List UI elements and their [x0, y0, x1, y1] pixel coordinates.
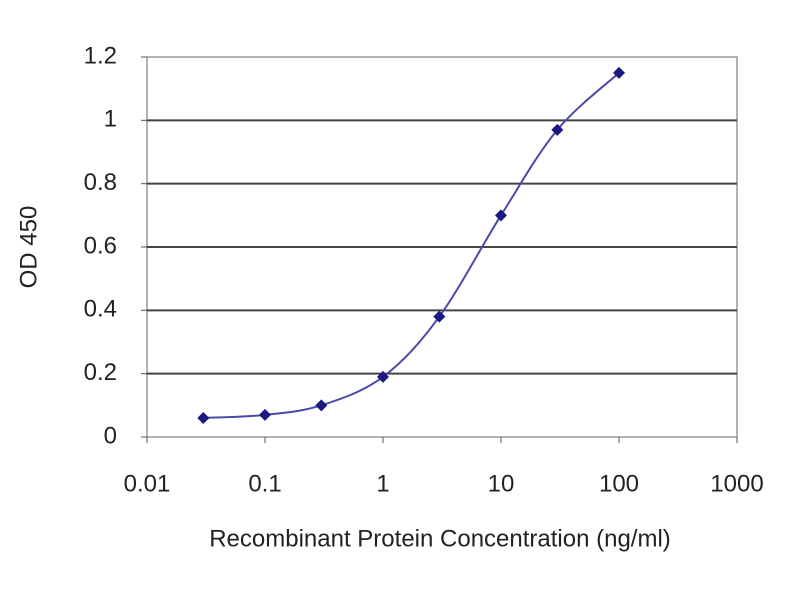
x-axis-label: Recombinant Protein Concentration (ng/ml… — [209, 525, 671, 552]
y-tick-label: 1 — [104, 106, 117, 133]
data-point — [495, 209, 507, 222]
data-point — [433, 310, 446, 323]
y-tick-label: 0 — [104, 422, 117, 449]
data-point — [377, 370, 389, 383]
x-tick-label: 1000 — [710, 470, 763, 497]
y-tick-label: 0.4 — [84, 296, 117, 323]
data-point — [551, 123, 564, 136]
x-tick-label: 1 — [376, 470, 389, 497]
y-axis-label: OD 450 — [15, 206, 42, 289]
data-point — [315, 399, 328, 412]
x-tick-label: 100 — [599, 470, 639, 497]
data-point — [259, 408, 271, 421]
y-tick-label: 0.8 — [84, 169, 117, 196]
x-tick-label: 0.01 — [124, 470, 171, 497]
y-tick-label: 1.2 — [84, 42, 117, 69]
y-tick-label: 0.6 — [84, 232, 117, 259]
x-tick-label: 10 — [488, 470, 515, 497]
y-tick-label: 0.2 — [84, 359, 117, 386]
series-line — [203, 72, 620, 419]
data-point — [197, 412, 210, 424]
data-point — [613, 66, 625, 79]
x-tick-label: 0.1 — [248, 470, 281, 497]
